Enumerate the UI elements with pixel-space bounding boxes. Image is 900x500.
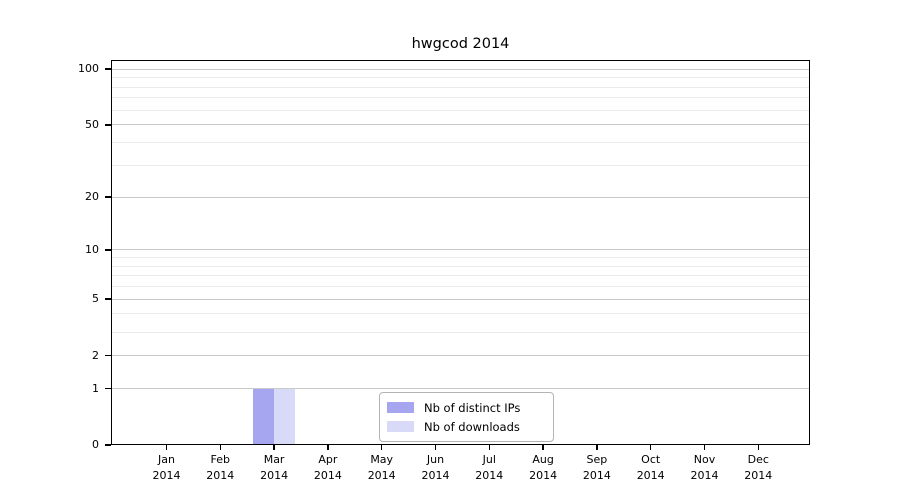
- x-tick-mark: [757, 445, 760, 450]
- x-tick-mark: [219, 445, 222, 450]
- x-tick-mark: [380, 445, 383, 450]
- x-tick-label: Jun 2014: [421, 453, 450, 482]
- x-tick-label: Oct 2014: [636, 453, 665, 482]
- x-tick-label: Nov 2014: [690, 453, 719, 482]
- y-tick-mark: [105, 196, 111, 198]
- major-gridline: [111, 68, 810, 70]
- y-tick-label: 50: [85, 117, 99, 131]
- minor-gridline: [111, 265, 810, 267]
- x-tick-mark: [596, 445, 598, 450]
- minor-gridline: [111, 86, 810, 88]
- major-gridline: [111, 355, 810, 357]
- minor-gridline: [111, 286, 810, 288]
- x-tick-mark: [703, 445, 706, 450]
- minor-gridline: [111, 275, 810, 277]
- x-tick-label: Aug 2014: [529, 453, 558, 482]
- y-tick-mark: [105, 298, 111, 300]
- minor-gridline: [111, 331, 810, 333]
- y-tick-mark: [105, 444, 111, 446]
- legend-swatch: [387, 402, 414, 413]
- y-tick-mark: [105, 68, 111, 70]
- major-gridline: [111, 298, 810, 300]
- x-tick-label: Mar 2014: [260, 453, 289, 482]
- minor-gridline: [111, 257, 810, 258]
- x-tick-mark: [488, 445, 491, 450]
- legend-entry: Nb of downloads: [387, 417, 545, 436]
- y-tick-mark: [105, 124, 111, 126]
- y-tick-label: 5: [92, 292, 99, 306]
- x-tick-label: Sep 2014: [582, 453, 611, 482]
- y-tick-mark: [105, 248, 111, 251]
- legend-swatch: [387, 421, 414, 432]
- x-tick-mark: [542, 445, 544, 450]
- x-tick-mark: [327, 445, 329, 450]
- minor-gridline: [111, 97, 810, 99]
- x-tick-label: Jul 2014: [475, 453, 504, 482]
- y-tick-label: 10: [85, 242, 99, 256]
- y-tick-mark: [105, 354, 111, 357]
- x-tick-label: Feb 2014: [206, 453, 235, 482]
- legend: Nb of distinct IPs Nb of downloads: [379, 392, 554, 442]
- y-tick-label: 20: [85, 190, 99, 204]
- y-tick-label: 1: [92, 381, 99, 395]
- legend-label: Nb of distinct IPs: [424, 400, 521, 415]
- minor-gridline: [111, 142, 810, 144]
- y-tick-label: 100: [78, 62, 99, 76]
- plot-area: [111, 60, 810, 445]
- major-gridline: [111, 196, 810, 198]
- y-tick-label: 0: [92, 438, 99, 451]
- y-tick-label: 2: [92, 348, 99, 362]
- legend-label: Nb of downloads: [424, 419, 520, 434]
- minor-gridline: [111, 164, 810, 166]
- x-tick-mark: [434, 445, 437, 450]
- minor-gridline: [111, 77, 810, 79]
- x-tick-label: May 2014: [367, 453, 396, 482]
- x-tick-mark: [273, 445, 275, 450]
- major-gridline: [111, 249, 810, 251]
- major-gridline: [111, 124, 810, 126]
- major-gridline: [111, 388, 810, 390]
- minor-gridline: [111, 313, 810, 315]
- legend-entry: Nb of distinct IPs: [387, 398, 545, 417]
- chart-title: hwgcod 2014: [411, 36, 510, 52]
- x-tick-mark: [649, 445, 652, 450]
- bar: [253, 388, 275, 445]
- x-tick-mark: [165, 445, 168, 450]
- bar: [274, 388, 296, 445]
- minor-gridline: [111, 109, 810, 111]
- x-tick-label: Apr 2014: [313, 453, 342, 482]
- y-tick-mark: [105, 387, 111, 390]
- x-tick-label: Jan 2014: [152, 453, 181, 482]
- x-tick-label: Dec 2014: [744, 453, 773, 482]
